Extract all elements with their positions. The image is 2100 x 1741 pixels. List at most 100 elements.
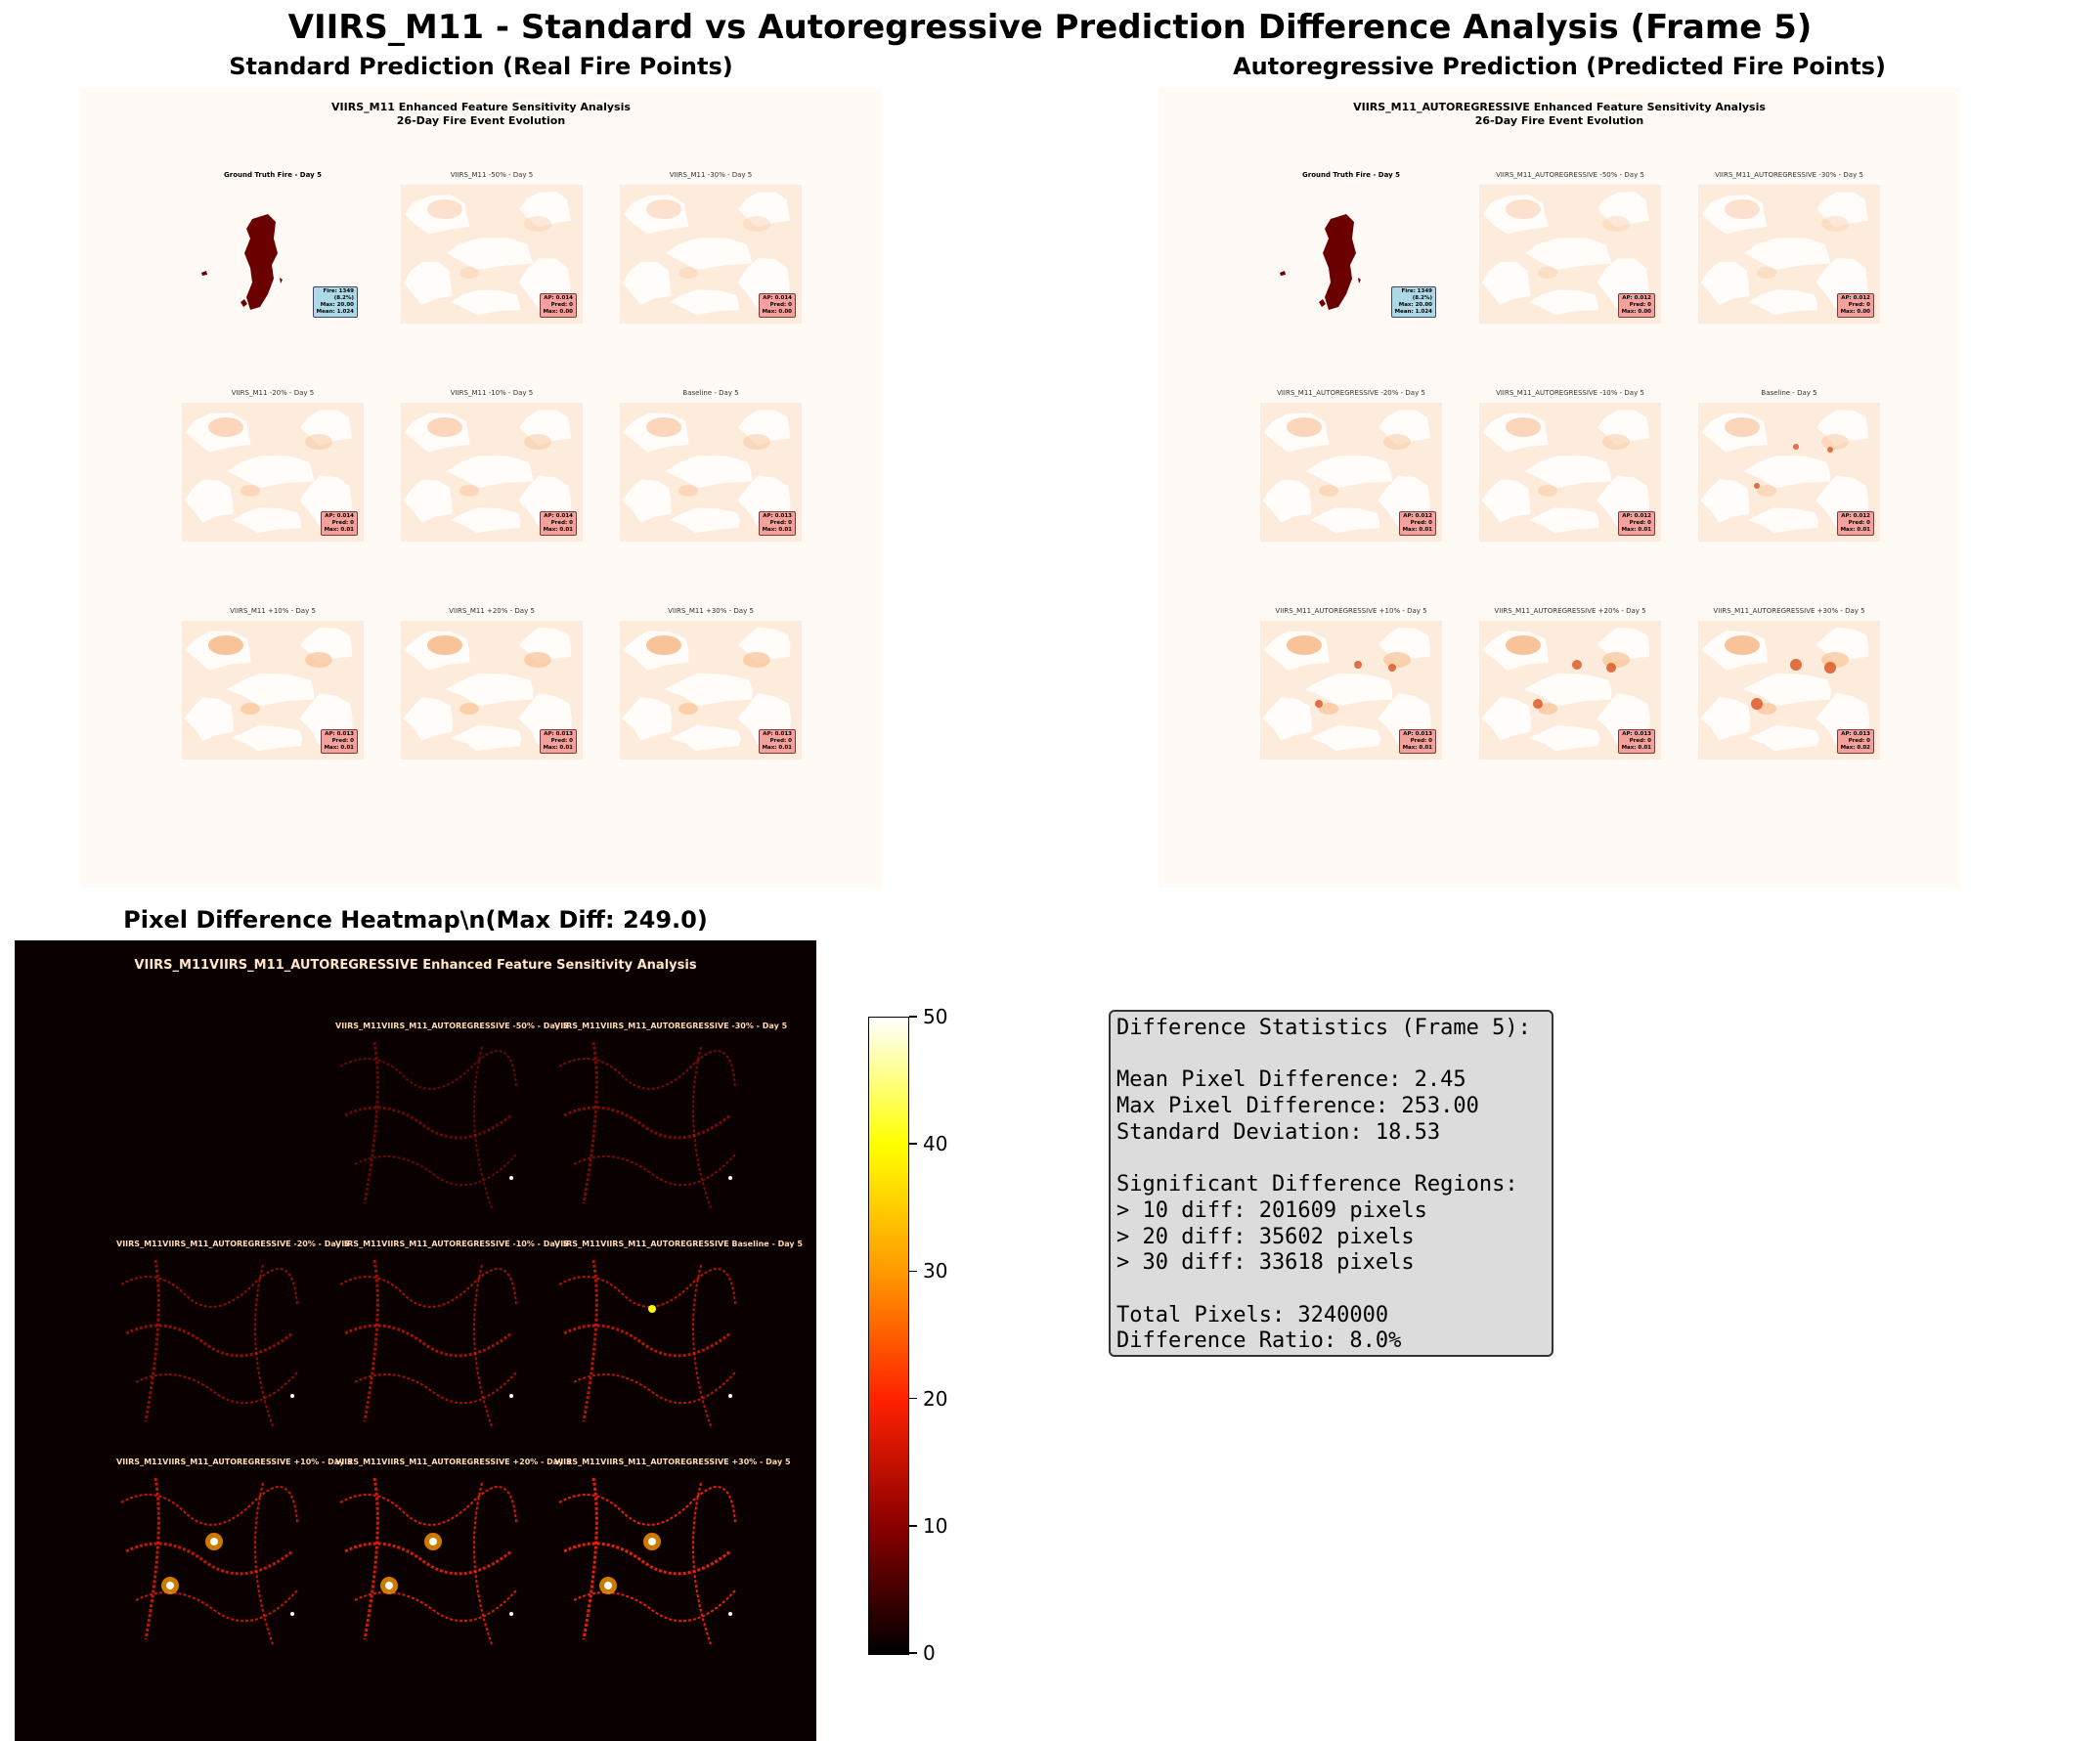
heatmap-subplot-title: VIIRS_M11VIIRS_M11_AUTOREGRESSIVE +10% -… [116,1458,353,1466]
stat-line: AP: 0.013 [325,731,354,737]
probability-hotspot [1725,417,1760,437]
difference-edge [582,1041,598,1204]
stat-line: Max: 0.02 [1840,745,1870,751]
autoregressive-axis-title: Autoregressive Prediction (Predicted Fir… [1233,53,1886,80]
colorbar-tick [909,1525,917,1527]
stats-line [1116,1277,1546,1303]
difference-edge [363,1259,379,1422]
difference-edge [563,1106,731,1140]
stat-line: AP: 0.013 [1841,731,1870,737]
colorbar-tick-label: 30 [923,1259,948,1284]
stats-line [1116,1147,1546,1173]
stat-line: Pred: 0 [769,738,792,744]
stat-line: AP: 0.014 [325,513,354,519]
probability-hotspot [678,485,698,497]
probability-hotspot [1383,652,1411,668]
colorbar-tick-label: 50 [923,1005,948,1028]
difference-edge [573,1371,736,1405]
standard-panel-subtitle: 26-Day Fire Event Evolution [396,114,566,127]
difference-edge [120,1268,298,1308]
difference-edge [344,1324,512,1358]
difference-marker [509,1176,513,1180]
heatmap-subplot-map [339,1041,517,1209]
colorbar-tick [909,1143,917,1145]
difference-edge [473,1482,493,1645]
non-burnable-region [664,673,754,707]
heatmap-axis-title: Pixel Difference Heatmap\n(Max Diff: 249… [123,906,708,934]
stat-line: Pred: 0 [1629,302,1651,308]
stat-line: Max: 0.00 [543,309,573,315]
difference-edge [254,1482,274,1645]
non-burnable-region [1525,238,1612,270]
subplot-title: VIIRS_M11_AUTOREGRESSIVE -50% - Day 5 [1496,171,1644,179]
heatmap-subplot-6: VIIRS_M11VIIRS_M11_AUTOREGRESSIVE +20% -… [335,1458,572,1651]
probability-hotspot [208,417,243,437]
non-burnable-region [227,456,315,488]
colorbar-tick-label: 0 [923,1641,936,1665]
difference-edge [573,1153,736,1187]
probability-hotspot [1383,434,1411,450]
stat-line: Pred: 0 [550,738,573,744]
difference-edge [558,1268,736,1308]
difference-edge [354,1153,517,1187]
difference-edge [692,1482,712,1645]
difference-edge [125,1542,293,1576]
non-burnable-region [1701,195,1768,235]
probability-hotspot [1506,635,1541,655]
difference-edge [558,1050,736,1090]
stat-line: Mean: 1.024 [316,309,354,315]
non-burnable-region [1262,479,1312,523]
probability-hotspot [743,216,770,232]
colorbar-tick [909,1016,917,1018]
subplot-title: VIIRS_M11 -50% - Day 5 [450,171,534,179]
stats-line: > 10 diff: 201609 pixels [1116,1197,1427,1223]
probability-hotspot [427,635,462,655]
subplot-title: VIIRS_M11_AUTOREGRESSIVE +20% - Day 5 [1494,607,1646,615]
non-burnable-region [1528,725,1600,752]
subplot-map [620,621,802,760]
subplot-stat-box: AP: 0.014 Pred: 0 Max: 0.01 [320,511,358,536]
probability-hotspot [1725,199,1760,219]
stats-line: > 20 diff: 35602 pixels [1116,1224,1415,1249]
standard-subplot-4: VIIRS_M11 -10% - Day 5 AP: 0.014 Pred: 0 Ma… [401,389,583,542]
non-burnable-region [450,289,521,316]
subplot-title: VIIRS_M11 +20% - Day 5 [449,607,535,615]
subplot-title: VIIRS_M11 +30% - Day 5 [668,607,754,615]
non-burnable-region [1700,696,1751,741]
non-burnable-region [231,725,303,752]
probability-hotspot [1757,267,1776,279]
non-burnable-region [403,697,453,741]
subplot-stat-box: Fire: 1349 (8.2%) Max: 20.00 Mean: 1.024 [312,286,358,318]
predicted-fire-point [1793,444,1799,450]
stat-line: Max: 0.01 [324,527,354,533]
subplot-title: VIIRS_M11 -20% - Day 5 [231,389,315,397]
non-burnable-region [405,195,470,235]
subplot-title: VIIRS_M11_AUTOREGRESSIVE +30% - Day 5 [1713,607,1865,615]
colorbar-tick [909,1652,917,1654]
standard-axis-title: Standard Prediction (Real Fire Points) [229,53,733,80]
stat-line: Pred: 0 [331,520,354,526]
difference-hotspot-core [166,1582,174,1589]
non-burnable-region [738,192,791,228]
stat-line: Max: 0.01 [762,745,792,751]
standard-subplot-7: VIIRS_M11 +20% - Day 5 AP: 0.013 Pred: 0 Ma… [401,607,583,760]
stats-line: > 30 diff: 33618 pixels [1116,1250,1415,1276]
stat-line: Pred: 0 [769,520,792,526]
subplot-map [1479,403,1661,542]
heatmap-subplot-5: VIIRS_M11VIIRS_M11_AUTOREGRESSIVE +10% -… [116,1458,353,1651]
heatmap-subplot-title: VIIRS_M11VIIRS_M11_AUTOREGRESSIVE -20% -… [116,1240,350,1248]
probability-hotspot [1506,417,1541,437]
difference-edge [473,1264,493,1427]
subplot-stat-box: AP: 0.013 Pred: 0 Max: 0.01 [539,729,577,754]
subplot-title: VIIRS_M11_AUTOREGRESSIVE -30% - Day 5 [1715,171,1863,179]
heatmap-subplot-4: VIIRS_M11VIIRS_M11_AUTOREGRESSIVE Baseli… [554,1240,803,1433]
stat-line: Pred: 0 [1848,302,1870,308]
stat-line: Pred: 0 [1410,738,1432,744]
non-burnable-region [669,289,740,316]
heatmap-subplot-map [558,1477,736,1645]
stat-line: Pred: 0 [331,738,354,744]
difference-edge [339,1050,517,1090]
non-burnable-region [623,195,689,235]
subplot-stat-box: AP: 0.012 Pred: 0 Max: 0.00 [1617,293,1655,318]
autoregressive-subplot-7: VIIRS_M11_AUTOREGRESSIVE +20% - Day 5 AP:… [1479,607,1661,760]
